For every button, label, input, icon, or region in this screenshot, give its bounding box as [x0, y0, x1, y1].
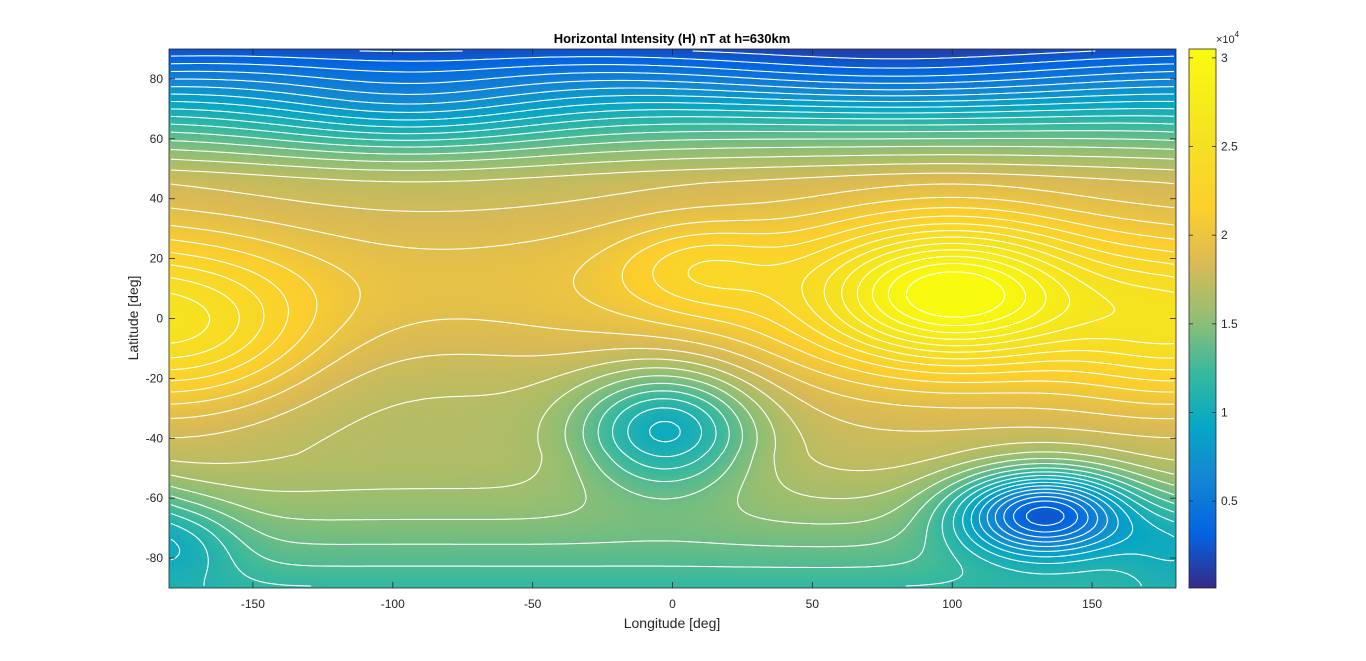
- plot-area: [169, 49, 1176, 588]
- contour-line: [359, 50, 1096, 60]
- colorbar-tick-label: 1.5: [1221, 317, 1238, 331]
- colorbar-tick-label: 2.5: [1221, 140, 1238, 154]
- contour-line: [170, 236, 1175, 353]
- contour-line: [170, 137, 1175, 548]
- contour-line: [170, 223, 1175, 371]
- x-tick-label: 100: [942, 597, 962, 611]
- contour-line: [171, 93, 1174, 552]
- contour-line: [170, 163, 1175, 472]
- contour-line: [905, 271, 1006, 318]
- contour-line: [170, 130, 1175, 569]
- colorbar-exponent-power: 4: [1235, 30, 1240, 39]
- contour-line: [170, 154, 1175, 500]
- contour-line: [170, 183, 1175, 420]
- x-tick-label: -50: [524, 597, 542, 611]
- colorbar-exponent-base: ×10: [1216, 34, 1235, 46]
- contour-line: [170, 70, 1174, 538]
- contour-lines: [170, 50, 1175, 587]
- y-tick-label: -20: [146, 371, 164, 385]
- contour-line: [170, 115, 1175, 587]
- contour-line: [170, 172, 1175, 439]
- y-tick-label: 20: [150, 252, 164, 266]
- colorbar-tick-label: 1: [1221, 405, 1228, 419]
- contour-line: [171, 55, 1175, 526]
- contour-line: [170, 100, 1174, 558]
- colorbar: 0.5 1 1.5 2 2.5 3 ×104: [1188, 30, 1240, 589]
- y-tick-label: -80: [146, 551, 164, 565]
- x-tick-label: 0: [669, 597, 676, 611]
- contour-line: [871, 255, 1047, 334]
- x-tick-label: 50: [806, 597, 820, 611]
- y-tick-label: 0: [156, 312, 163, 326]
- y-tick-label: 60: [150, 132, 164, 146]
- y-tick-label: -60: [146, 491, 164, 505]
- contour-line: [170, 122, 1175, 587]
- x-tick-label: 150: [1082, 597, 1102, 611]
- colorbar-exponent: ×104: [1216, 30, 1240, 46]
- colorbar-tick-label: 3: [1221, 51, 1228, 65]
- chart-title: Horizontal Intensity (H) nT at h=630km: [554, 31, 791, 46]
- heatmap-surface: [169, 49, 1176, 588]
- y-axis-label: Latitude [deg]: [125, 276, 141, 361]
- contour-line: [171, 86, 1174, 548]
- y-tick-label: 80: [150, 72, 164, 86]
- x-axis-label: Longitude [deg]: [624, 615, 721, 631]
- y-tick-label: -40: [146, 431, 164, 445]
- contour-line: [170, 196, 1175, 405]
- contour-line: [856, 249, 1071, 340]
- x-axis-ticks: -150 -100 -50 0 50 100 150: [241, 49, 1102, 611]
- y-tick-label: 40: [150, 192, 164, 206]
- contour-line: [170, 207, 1175, 393]
- contour-line: [841, 242, 1116, 347]
- colorbar-tick-label: 2: [1221, 228, 1228, 242]
- contour-line: [170, 215, 1175, 382]
- contour-line: [170, 62, 1175, 533]
- colorbar-ticks: 0.5 1 1.5 2 2.5 3: [1189, 51, 1238, 508]
- contour-line: [170, 230, 1175, 360]
- colorbar-scale: [1188, 48, 1217, 589]
- contour-line: [887, 262, 1027, 327]
- x-tick-label: -100: [381, 597, 405, 611]
- colorbar-tick-label: 0.5: [1221, 494, 1238, 508]
- contour-line: [170, 145, 1175, 525]
- contour-line: [170, 108, 1175, 565]
- y-axis-ticks: -80 -60 -40 -20 0 20 40 60 80: [146, 72, 1176, 565]
- x-tick-label: -150: [241, 597, 265, 611]
